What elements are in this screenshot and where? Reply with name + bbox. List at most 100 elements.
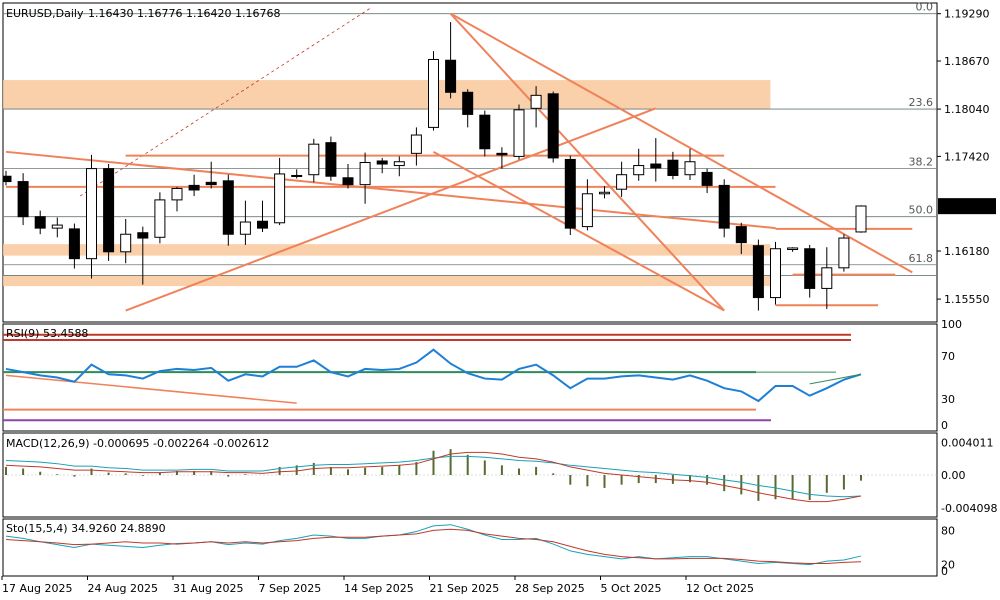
candle [752,245,764,299]
candle [496,152,508,156]
candle [154,199,166,238]
rsi-support-line [809,373,862,385]
macd-tick-label: 0.004011 [941,437,994,450]
sto-title: Sto(15,5,4) 34.9260 24.8890 [6,522,166,535]
sto-tick-label: 0 [941,565,948,578]
candle [787,247,799,250]
candle [547,93,559,159]
trendline [125,107,657,312]
candle [599,191,610,195]
candle [821,267,833,289]
candle [445,59,457,93]
candle [86,168,97,260]
rsi-tick-label: 100 [941,318,962,331]
candle [68,228,80,260]
price-tick-label: 1.15550 [944,293,990,306]
rsi-line [5,348,862,403]
candle [188,184,200,191]
price-tick-label: 1.18670 [944,55,990,68]
sto-tick-label: 80 [941,524,955,537]
candle [718,184,730,229]
date-tick-label: 14 Sep 2025 [344,582,414,595]
candle [137,232,149,239]
candle [513,109,525,157]
current-price-label: 1.16768 [944,200,990,213]
date-tick-label: 21 Sep 2025 [430,582,500,595]
rsi-tick-label: 70 [941,350,955,363]
main-plot [3,7,937,312]
date-tick-label: 17 Aug 2025 [2,582,72,595]
candle [171,187,183,201]
candle [770,248,781,299]
candle [650,163,662,169]
candle [308,143,320,176]
candle [291,174,303,177]
fib-level-label: 50.0 [909,204,934,217]
candle [530,94,542,109]
candle [462,91,474,115]
macd-signal-line [5,451,862,503]
candle [684,161,696,176]
candle [274,173,286,224]
date-tick-label: 31 Aug 2025 [173,582,243,595]
current-price-tag [938,198,996,215]
candle [735,226,747,244]
trendline [5,150,776,230]
supply-demand-zone [3,275,771,287]
fib-level-label: 23.6 [909,96,934,109]
rsi-title: RSI(9) 53.4588 [6,327,88,340]
macd-tick-label: -0.004098 [941,502,997,515]
candle [359,162,371,186]
rsi-tick-label: 0 [941,419,948,432]
candle [616,174,628,190]
main-pane-frame [2,2,938,323]
candle [120,233,132,253]
candle [325,142,337,177]
date-tick-label: 24 Aug 2025 [88,582,158,595]
fib-level-label: 0.0 [916,1,934,14]
trendline [433,150,725,312]
candle [17,181,29,218]
rsi-pane-frame [2,323,938,432]
fib-level-label: 61.8 [909,252,934,265]
date-tick-label: 12 Oct 2025 [686,582,754,595]
candle [838,237,850,269]
candle [51,224,63,229]
candle [804,248,816,289]
candle [205,181,217,186]
date-tick-label: 7 Sep 2025 [259,582,322,595]
ohlc-readout: 1.16430 1.16776 1.16420 1.16768 [88,7,280,20]
candle [479,114,491,150]
candle [581,193,593,228]
symbol-label: EURUSD,Daily [6,7,84,20]
candle [701,171,713,186]
date-tick-label: 5 Oct 2025 [601,582,662,595]
candle [222,180,234,235]
candle [410,134,422,154]
price-tick-label: 1.18040 [944,103,990,116]
fib-level-label: 38.2 [909,156,934,169]
sto-pane-frame [2,518,938,577]
candle [393,161,405,167]
candle [564,158,576,229]
candle [376,160,388,165]
sto-tick-label: 20 [941,559,955,572]
rsi-trendline [5,374,297,404]
candle [257,220,268,229]
price-tick-label: 1.16180 [944,245,990,258]
supply-demand-zone [3,80,771,110]
rsi-tick-label: 30 [941,393,955,406]
candle [34,216,46,229]
price-tick-label: 1.19290 [944,8,990,21]
candle [3,175,12,183]
macd-title: MACD(12,26,9) -0.000695 -0.002264 -0.002… [6,437,269,450]
candle [667,159,679,176]
price-tick-label: 1.17420 [944,150,990,163]
supply-demand-zone [3,244,771,256]
candle [428,58,439,128]
candle [855,205,867,233]
macd-main-line [5,455,862,498]
macd-tick-label: 0.00 [941,469,966,482]
candle [633,165,645,176]
